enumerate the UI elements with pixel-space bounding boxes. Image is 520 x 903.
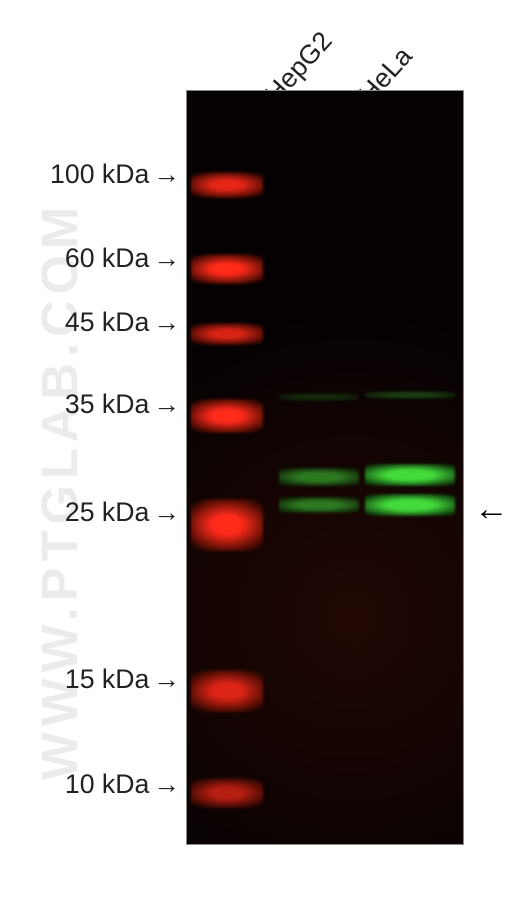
arrow-right-icon: → — [153, 769, 180, 800]
sample-band-hepg2-1 — [279, 497, 359, 513]
marker-label-4: 25 kDa→ — [65, 497, 180, 528]
arrow-right-icon: → — [153, 497, 180, 528]
ladder-band-1 — [191, 254, 263, 284]
arrow-right-icon: → — [153, 307, 180, 338]
marker-label-3: 35 kDa→ — [65, 389, 180, 420]
marker-label-text: 60 kDa — [65, 243, 149, 273]
ladder-band-2 — [191, 323, 263, 345]
arrow-right-icon: → — [153, 389, 180, 420]
ladder-band-6 — [191, 778, 263, 808]
marker-label-1: 60 kDa→ — [65, 243, 180, 274]
arrow-right-icon: → — [153, 159, 180, 190]
ladder-band-0 — [191, 172, 263, 198]
sample-band-hepg2-2 — [279, 393, 359, 401]
blot-image — [186, 90, 464, 845]
sample-lane-hepg2 — [279, 91, 359, 844]
arrow-right-icon: → — [153, 664, 180, 695]
marker-label-text: 45 kDa — [65, 307, 149, 337]
band-indicator-arrow: ← — [474, 492, 509, 527]
sample-band-hela-2 — [365, 391, 455, 399]
marker-label-text: 35 kDa — [65, 389, 149, 419]
marker-label-text: 15 kDa — [65, 664, 149, 694]
marker-label-2: 45 kDa→ — [65, 307, 180, 338]
marker-label-text: 10 kDa — [65, 769, 149, 799]
sample-lane-hela — [365, 91, 455, 844]
marker-label-6: 10 kDa→ — [65, 769, 180, 800]
marker-label-0: 100 kDa→ — [50, 159, 180, 190]
ladder-lane — [191, 91, 263, 844]
arrow-right-icon: → — [153, 243, 180, 274]
western-blot-figure: WWW.PTGLAB.COM HepG2HeLa 100 kDa→60 kDa→… — [0, 0, 520, 903]
ladder-band-4 — [191, 499, 263, 551]
ladder-band-3 — [191, 399, 263, 433]
sample-band-hela-0 — [365, 464, 455, 486]
sample-band-hepg2-0 — [279, 468, 359, 486]
marker-label-5: 15 kDa→ — [65, 664, 180, 695]
ladder-band-5 — [191, 670, 263, 712]
marker-label-text: 25 kDa — [65, 497, 149, 527]
sample-band-hela-1 — [365, 494, 455, 516]
marker-label-text: 100 kDa — [50, 159, 149, 189]
